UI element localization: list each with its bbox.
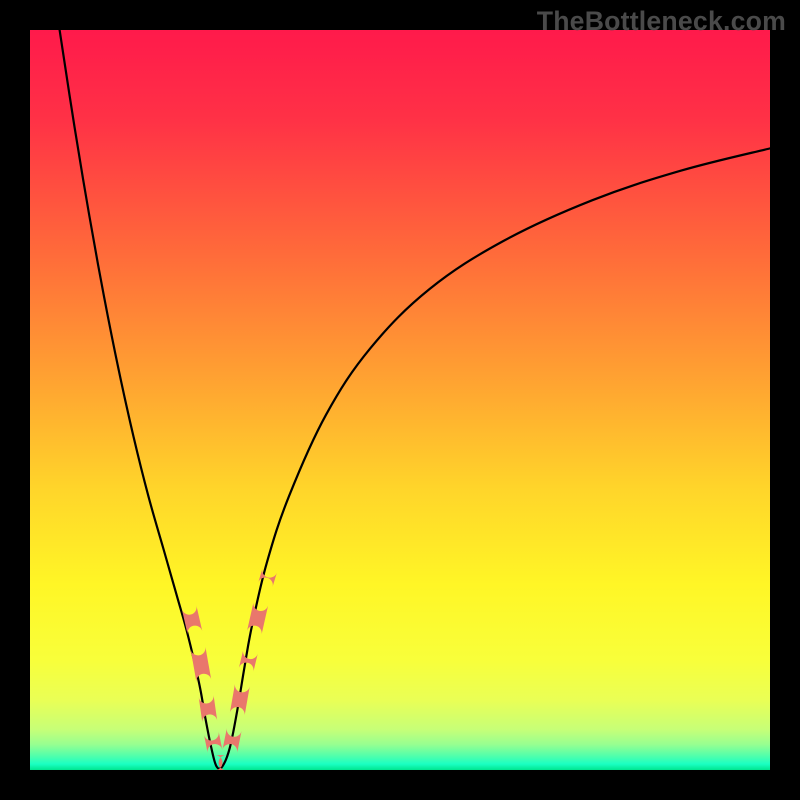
watermark-label: TheBottleneck.com bbox=[537, 6, 786, 37]
chart-root: TheBottleneck.com bbox=[0, 0, 800, 800]
chart-svg bbox=[0, 0, 800, 800]
gradient-background bbox=[30, 30, 770, 770]
